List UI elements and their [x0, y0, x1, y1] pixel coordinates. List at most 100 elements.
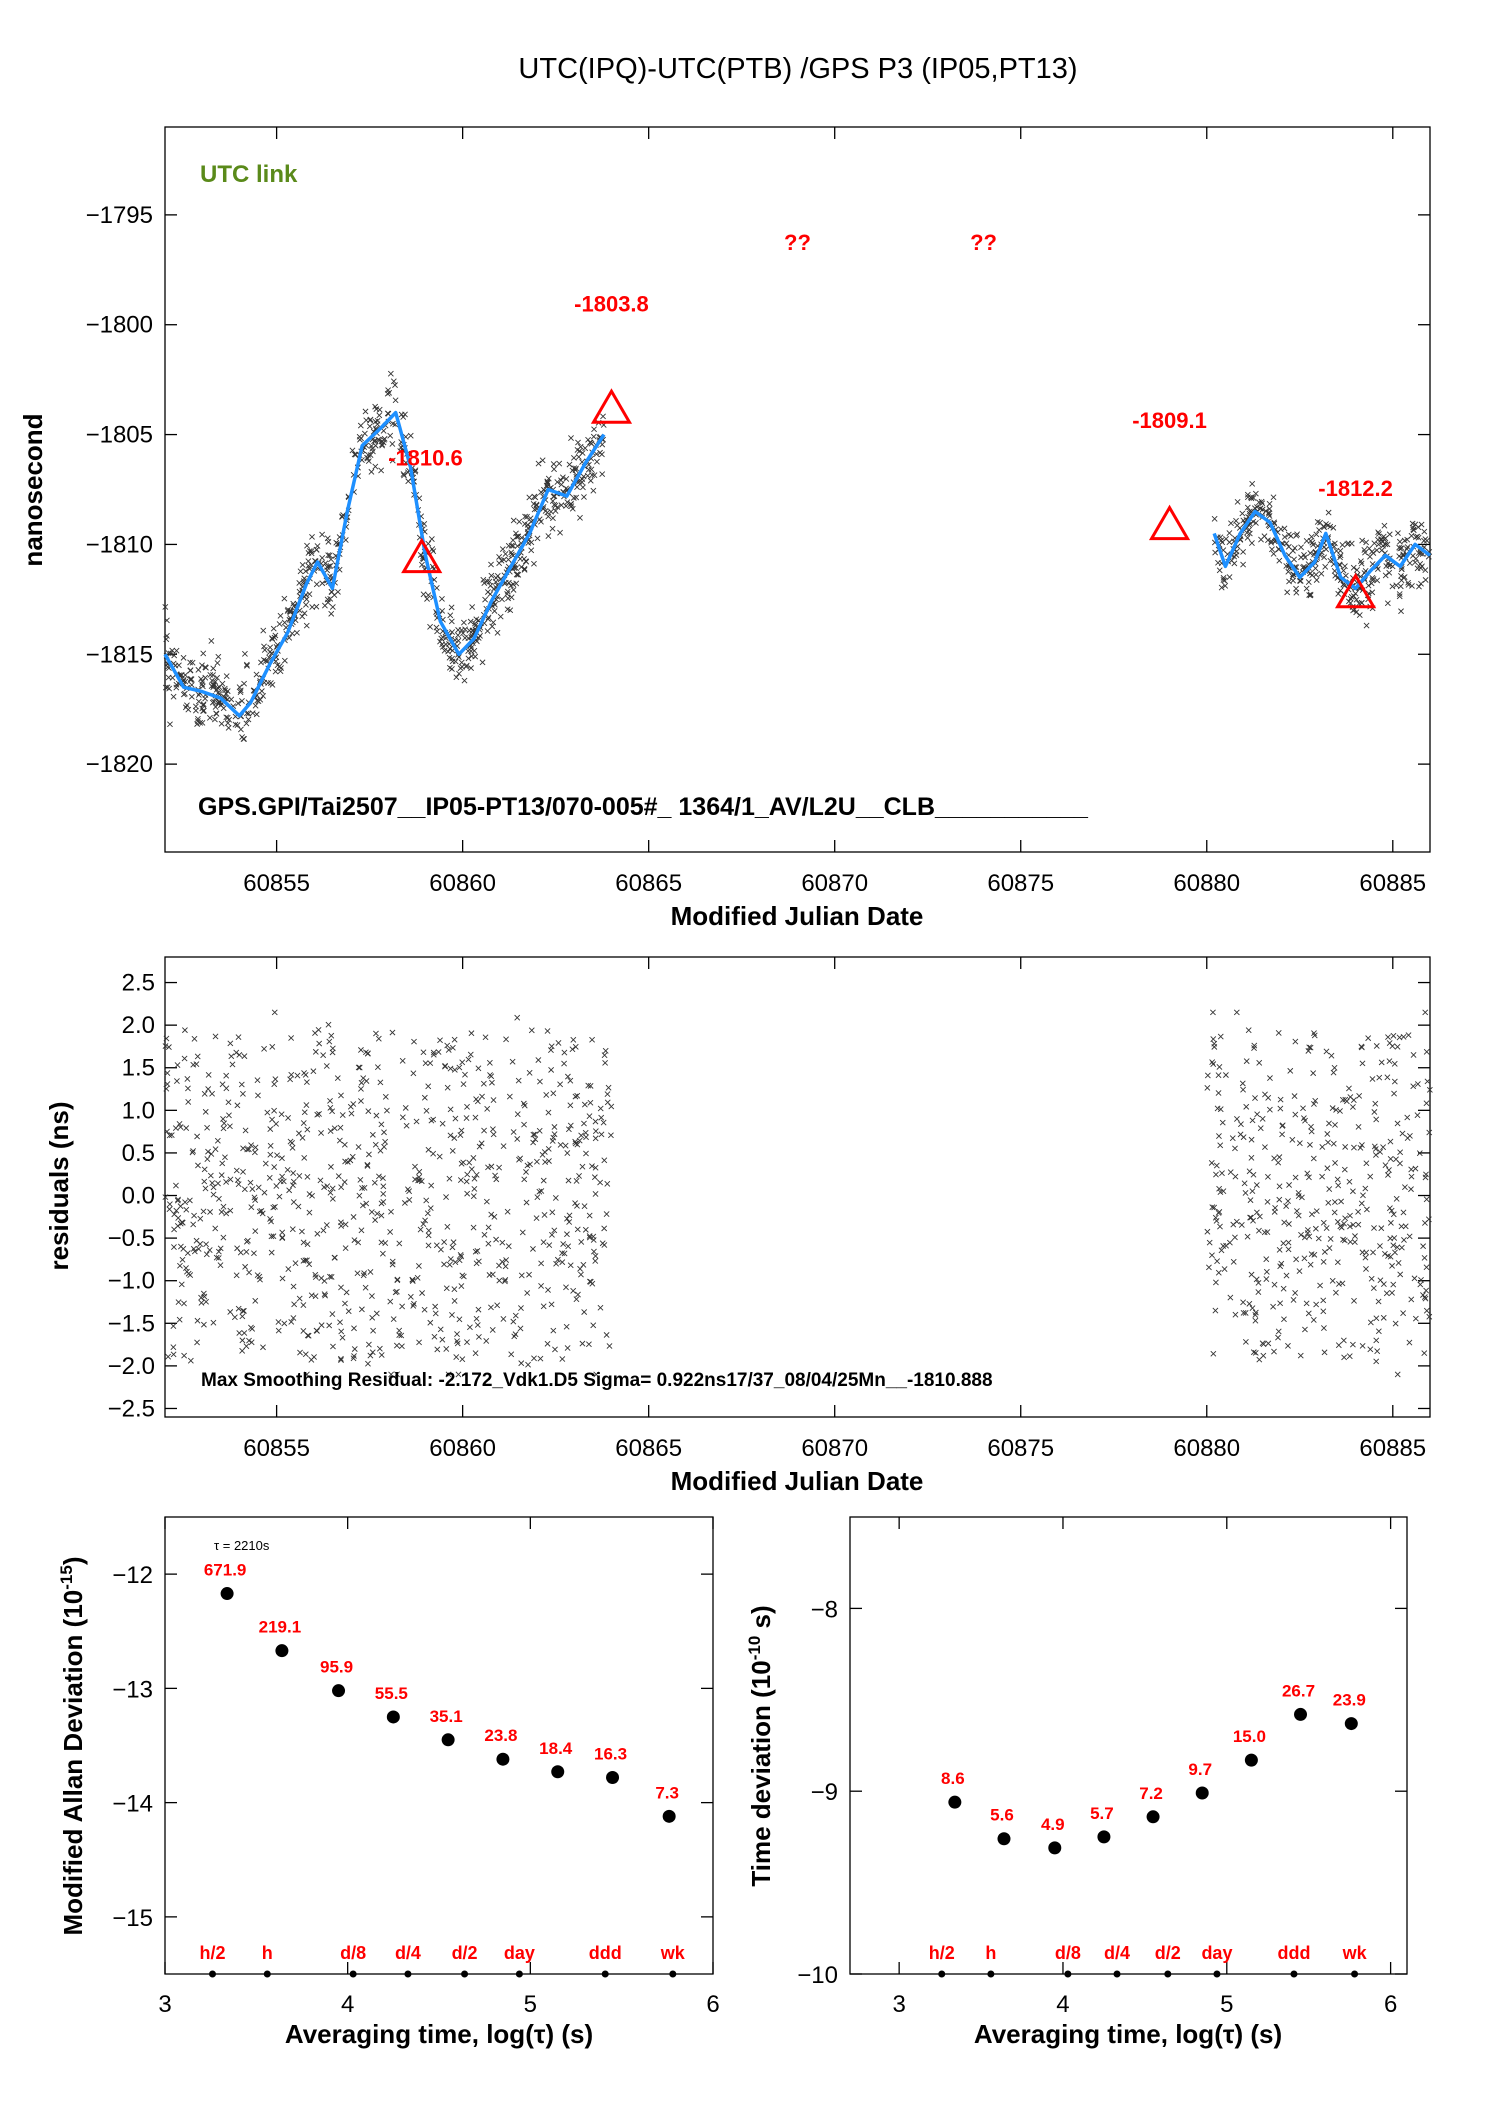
residual-point [1404, 1114, 1411, 1121]
residuals-frame [164, 956, 1431, 1418]
data-point [281, 619, 288, 626]
data-point [1397, 583, 1404, 590]
residual-point [1363, 1266, 1369, 1272]
data-point [261, 643, 267, 650]
residual-point [399, 1303, 406, 1310]
data-point [1313, 577, 1320, 583]
data-point [563, 476, 570, 482]
residual-point [1242, 1190, 1249, 1196]
allan-deviation-y-label-main: Modified Allan Deviation (10 [58, 1590, 88, 1936]
data-point [240, 735, 247, 742]
residual-point [318, 1130, 325, 1136]
x-tick-label: 60860 [429, 870, 496, 897]
data-point [518, 534, 525, 541]
residual-point [1325, 1139, 1331, 1146]
residual-point [271, 1081, 278, 1088]
residual-point [537, 1078, 543, 1085]
data-point [253, 671, 260, 678]
residual-point [486, 1059, 493, 1066]
smoothing-curve [1212, 509, 1432, 591]
data-point [1291, 545, 1298, 551]
residual-point [1285, 1342, 1291, 1349]
residual-point [491, 1213, 498, 1220]
residual-point [427, 1205, 434, 1212]
data-point [214, 674, 221, 681]
data-point [302, 601, 309, 608]
residual-point [534, 1194, 541, 1201]
residual-point [1306, 1044, 1313, 1051]
data-point [514, 571, 521, 578]
data-point [1222, 582, 1229, 589]
residual-point [342, 1245, 349, 1252]
data-point [439, 595, 445, 602]
residual-point [555, 1040, 562, 1046]
data-point [1341, 563, 1348, 570]
residual-point [489, 1271, 496, 1278]
residual-point [285, 1266, 292, 1272]
residual-point [181, 1352, 188, 1359]
residual-point [1391, 1235, 1398, 1241]
residual-point [561, 1060, 568, 1067]
data-point [1277, 526, 1284, 533]
residual-point [1406, 1132, 1413, 1139]
triangle-marker [1334, 572, 1377, 609]
data-point [1287, 532, 1294, 539]
residual-point [291, 1301, 298, 1308]
residual-point [236, 1051, 243, 1058]
residual-point [1362, 1185, 1369, 1192]
residual-point [564, 1215, 570, 1222]
data-point [234, 722, 241, 729]
residual-point [208, 1151, 215, 1157]
residual-point [239, 1337, 246, 1344]
data-point [448, 618, 455, 625]
residual-point [1210, 1009, 1216, 1016]
residual-point [209, 1090, 216, 1097]
residual-point [387, 1229, 394, 1235]
residual-point [416, 1339, 422, 1346]
deviation-value-label: 18.4 [539, 1739, 573, 1758]
x-tick-label: 6 [1384, 1991, 1397, 2018]
data-point [510, 586, 517, 593]
data-point [398, 411, 405, 418]
residual-point [220, 1234, 227, 1241]
residual-point [342, 1158, 349, 1165]
allan-deviation-frame [164, 1516, 714, 1975]
residual-point [423, 1107, 430, 1114]
residual-point [300, 1120, 307, 1126]
data-point [167, 721, 173, 728]
residual-point [549, 1209, 556, 1216]
data-point [207, 671, 214, 678]
residual-point [520, 1100, 527, 1107]
data-point [1337, 554, 1343, 561]
residual-point [207, 1172, 214, 1179]
residual-point [1256, 1213, 1263, 1220]
residual-point [472, 1114, 479, 1121]
residual-point [445, 1047, 452, 1053]
data-point [195, 692, 202, 698]
y-tick-label: −10 [797, 1962, 838, 1989]
residual-point [1352, 1233, 1358, 1240]
residual-point [301, 1070, 307, 1076]
residual-point [1337, 1108, 1343, 1114]
residual-point [481, 1231, 488, 1238]
residual-point [540, 1303, 547, 1310]
residual-point [241, 1053, 248, 1060]
data-point [599, 471, 606, 478]
data-point [1384, 541, 1391, 548]
residual-point [227, 1309, 234, 1315]
residual-point [1317, 1282, 1323, 1289]
data-point [357, 422, 364, 429]
residual-point [1377, 1243, 1383, 1249]
residual-point [1342, 1143, 1349, 1150]
residual-point [527, 1161, 533, 1168]
residual-point [321, 1184, 328, 1191]
data-point [594, 458, 600, 465]
residual-point [240, 1145, 246, 1152]
residual-point [454, 1331, 460, 1337]
deviation-value-label: 55.5 [375, 1684, 408, 1703]
residual-point [1216, 1185, 1223, 1192]
data-point [552, 502, 559, 509]
residual-point [581, 1309, 588, 1315]
residual-point [1248, 1136, 1255, 1143]
residual-point [425, 1227, 432, 1234]
